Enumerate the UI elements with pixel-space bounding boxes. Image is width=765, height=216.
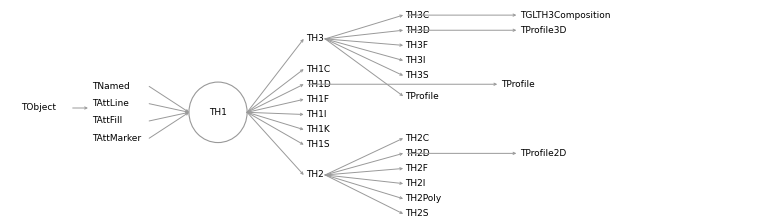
Text: TH1: TH1 [209, 108, 227, 117]
Text: TAttLine: TAttLine [92, 99, 129, 108]
Text: TNamed: TNamed [92, 82, 129, 91]
Text: TH3: TH3 [306, 34, 324, 43]
Text: TH1C: TH1C [306, 65, 330, 74]
Text: TH2: TH2 [306, 170, 324, 179]
Text: TAttMarker: TAttMarker [92, 134, 141, 143]
Text: TH3C: TH3C [405, 11, 430, 20]
Text: TH3F: TH3F [405, 41, 428, 50]
Text: TH1D: TH1D [306, 80, 330, 89]
Ellipse shape [189, 82, 247, 143]
Text: TProfile2D: TProfile2D [520, 149, 566, 158]
Text: TH1K: TH1K [306, 125, 330, 134]
Text: TObject: TObject [21, 103, 57, 113]
Text: TH2S: TH2S [405, 209, 429, 216]
Text: TH1F: TH1F [306, 95, 329, 104]
Text: TProfile: TProfile [501, 80, 535, 89]
Text: TH2D: TH2D [405, 149, 430, 158]
Text: TH1I: TH1I [306, 110, 327, 119]
Text: TH2I: TH2I [405, 179, 426, 188]
Text: TH2C: TH2C [405, 134, 429, 143]
Text: TH3I: TH3I [405, 56, 426, 65]
Text: TH2F: TH2F [405, 164, 428, 173]
Text: TGLTH3Composition: TGLTH3Composition [520, 11, 610, 20]
Text: TProfile: TProfile [405, 92, 439, 101]
Text: TH2Poly: TH2Poly [405, 194, 441, 203]
Text: TAttFill: TAttFill [92, 116, 122, 125]
Text: TH1S: TH1S [306, 140, 330, 149]
Text: TProfile3D: TProfile3D [520, 26, 567, 35]
Text: TH3D: TH3D [405, 26, 430, 35]
Text: TH3S: TH3S [405, 71, 429, 80]
